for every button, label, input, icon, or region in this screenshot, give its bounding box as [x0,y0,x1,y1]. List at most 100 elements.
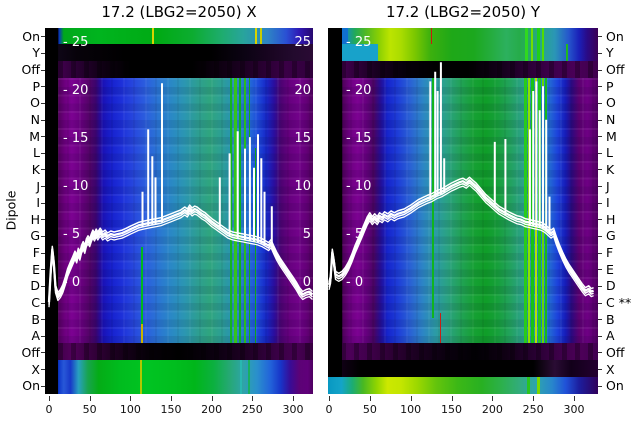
row-label: Off [606,344,625,360]
row-label: F [606,245,614,261]
x-tick [574,396,575,401]
row-tick [598,369,602,371]
row-label: D [30,278,40,294]
black-column [328,28,342,377]
row-tick [598,69,602,71]
row-tick [598,52,602,54]
heatmap-panel-y: - 25 - 20 - 15 - 10 - 5 - 0 [328,28,598,394]
x-tick [49,396,50,401]
panel-y-title: 17.2 (LBG2=2050) Y [385,3,541,21]
row-tick [598,86,602,88]
inner-ytick-label-right: 25 [294,35,311,50]
x-tick [130,396,132,401]
row-label: X [606,361,615,377]
row-label: O [606,95,616,111]
row-label: D [606,278,616,294]
row-label: M [606,128,617,144]
heatmap-stripe [524,78,527,343]
row-tick [41,335,45,337]
row-tick [41,385,45,387]
heatmap-texture [328,61,598,78]
row-label: Y [606,45,614,61]
row-tick [598,219,602,221]
inner-ytick-label: - 10 [63,179,89,194]
row-tick [41,369,45,371]
heatmap-texture [45,343,313,360]
x-tick-label: 100 [400,403,422,416]
row-label: A [606,328,615,344]
heatmap-stripe [239,78,241,343]
row-label: N [606,112,616,127]
heatmap-band-x-on-bottom [45,360,313,394]
heatmap-stripe [152,28,154,44]
heatmap-texture [45,61,313,78]
row-tick [598,385,602,387]
black-column [45,28,58,394]
x-tick [533,396,535,401]
heatmap-stripe [255,148,256,343]
inner-ytick-label: - 15 [63,131,89,146]
row-label: E [32,261,40,277]
row-label: G [606,228,616,244]
heatmap-band-y-row [45,44,313,61]
row-tick [598,36,602,38]
row-label: On [22,28,40,44]
overlay-curve-y [328,62,595,298]
x-tick-label: 0 [45,403,53,416]
heatmap-stripe [525,28,528,61]
row-tick [41,169,45,171]
row-label: M [29,128,40,144]
row-tick [598,152,602,154]
heatmap-band-body [328,78,598,343]
x-tick [170,396,172,401]
overlay-curve-x [47,83,313,308]
row-tick [41,152,45,154]
x-tick-label: 150 [441,403,462,416]
panel-x-title: 17.2 (LBG2=2050) X [101,3,257,21]
row-label: I [36,195,40,211]
x-tick-label: 200 [201,403,223,416]
trace-spikes [141,83,273,247]
trace-line [47,206,313,303]
trace-spikes [429,62,551,234]
row-label: On [606,378,624,394]
inner-ytick-label: - 0 [346,275,364,290]
heatmap-stripe [332,44,378,61]
row-label: P [32,78,40,94]
heatmap-stripe [537,28,540,61]
x-tick-label: 100 [119,403,141,416]
x-tick [89,396,91,401]
row-tick [41,186,45,188]
trace-line [48,212,313,308]
row-label: Y [32,45,40,61]
row-tick [41,102,45,104]
heatmap-stripe [431,28,432,44]
row-label: On [22,378,40,394]
row-tick [598,136,602,138]
row-tick [41,302,45,304]
row-tick [41,36,45,38]
trace-line [328,184,594,298]
heatmap-stripe [566,44,568,61]
row-label: B [606,311,615,327]
heatmap-stripe [141,247,143,343]
row-tick [41,86,45,88]
row-label: K [31,161,40,177]
row-tick [41,69,45,71]
inner-ytick-label: - 5 [63,227,81,242]
heatmap-band-on-bottom [328,377,598,394]
row-tick [41,219,45,221]
row-label: L [33,145,40,161]
row-tick [41,252,45,254]
inner-ytick-label-right: 10 [294,179,311,194]
row-tick [598,102,602,104]
row-tick [598,302,602,304]
heatmap-stripe [248,360,250,394]
x-tick-label: 300 [563,403,585,416]
row-tick [598,319,602,321]
row-tick [598,285,602,287]
row-label: J [606,178,610,194]
x-tick-label: 50 [82,403,97,416]
heatmap-band-on-top [45,28,313,44]
